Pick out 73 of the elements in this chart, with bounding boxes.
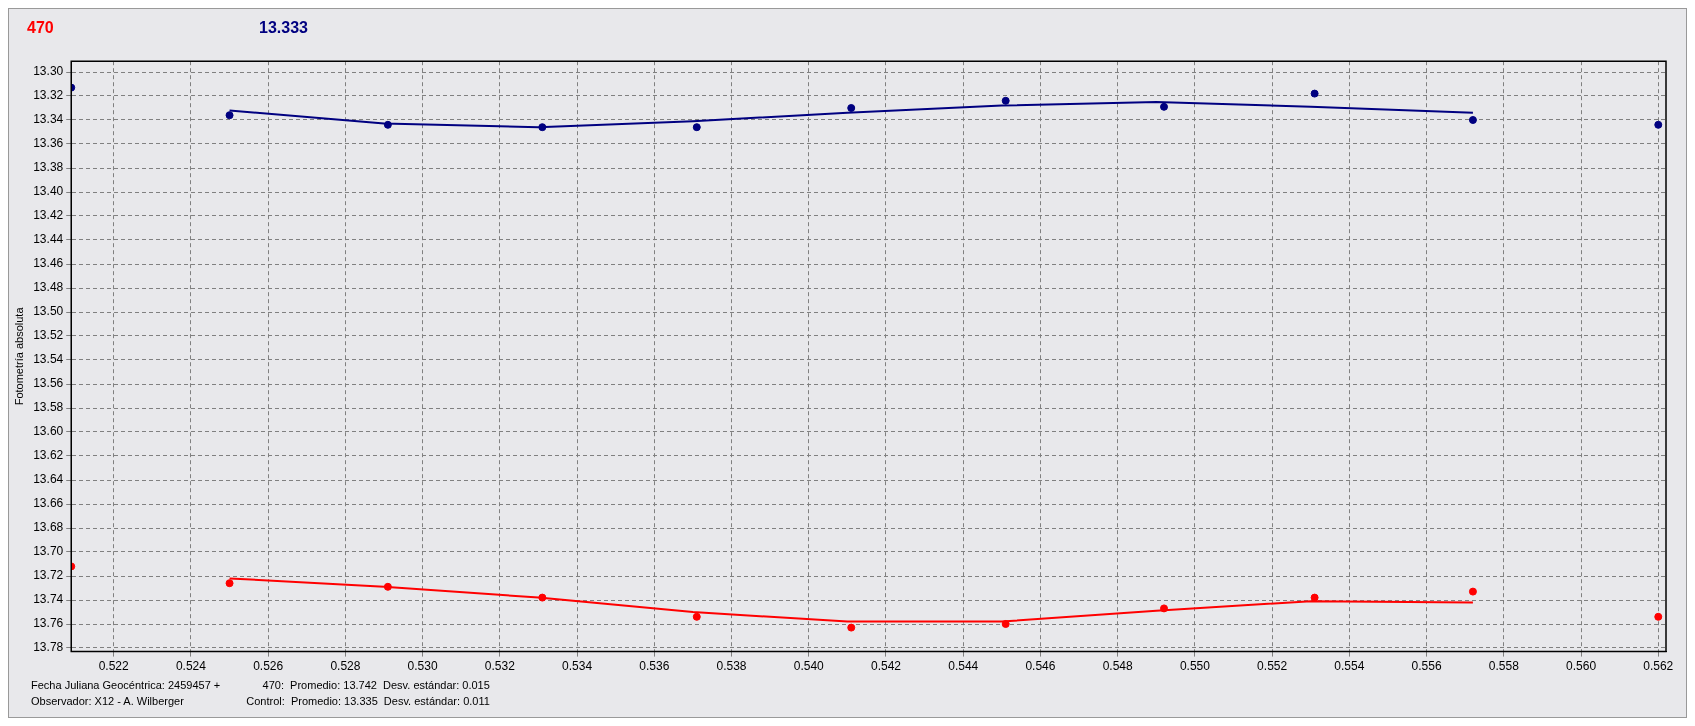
point: [1160, 604, 1169, 613]
y-tick-label: 13.42: [33, 208, 64, 223]
point: [1654, 612, 1663, 621]
point: [538, 593, 547, 602]
x-tick-label: 0.562: [1643, 659, 1674, 674]
y-tick-label: 13.50: [33, 304, 64, 319]
point: [692, 123, 701, 132]
x-tick-label: 0.524: [175, 659, 207, 674]
point: [1654, 120, 1663, 129]
y-tick-label: 13.36: [33, 136, 64, 151]
point: [225, 111, 234, 120]
x-tick-label: 0.548: [1102, 659, 1134, 674]
x-tick-label: 0.528: [330, 659, 361, 674]
text: 13.333: [259, 19, 308, 37]
point: [225, 579, 234, 588]
x-tick-label: 0.544: [948, 659, 979, 674]
text: 470: Promedio: 13.742 Desv. estándar: 0.015: [261, 678, 490, 693]
y-tick-label: 13.74: [33, 592, 64, 607]
text: Fecha Juliana Geocéntrica: 2459457 +: [31, 678, 221, 693]
y-tick-label: 13.52: [33, 328, 64, 343]
x-tick-label: 0.558: [1488, 659, 1520, 674]
y-tick-label: 13.58: [33, 400, 64, 415]
x-tick-label: 0.552: [1257, 659, 1288, 674]
point: [1001, 620, 1010, 628]
x-tick-label: 0.556: [1411, 659, 1442, 674]
x-tick-label: 0.532: [484, 659, 516, 674]
x-tick-label: 0.522: [98, 659, 130, 674]
y-tick-label: 13.72: [33, 568, 64, 583]
y-tick-label: 13.64: [33, 472, 64, 487]
x-tick-label: 0.560: [1566, 659, 1597, 674]
point: [847, 104, 856, 112]
y-tick-label: 13.30: [33, 64, 64, 79]
point: [1310, 593, 1319, 602]
text: Observador: X12 - A. Wilberger: [31, 694, 185, 709]
text: 470: [27, 19, 54, 37]
y-tick-label: 13.70: [33, 544, 64, 559]
y-tick-label: 13.66: [33, 496, 64, 511]
y-tick-label: 13.78: [33, 640, 64, 655]
text: Control: Promedio: 13.335 Desv. estándar: 0.011: [246, 694, 490, 709]
point: [1001, 96, 1010, 105]
y-axis-title: Fotometría absoluta: [12, 306, 25, 406]
x-tick-label: 0.536: [639, 659, 670, 674]
x-tick-label: 0.538: [716, 659, 747, 674]
y-tick-label: 13.32: [33, 88, 64, 103]
y-tick-label: 13.48: [33, 280, 64, 295]
y-tick-label: 13.56: [33, 376, 64, 391]
point: [383, 582, 392, 591]
x-tick-label: 0.526: [253, 659, 284, 674]
point: [1160, 102, 1169, 111]
point: [1468, 587, 1477, 596]
point: [1468, 116, 1477, 124]
point: [692, 612, 701, 621]
point: [847, 623, 856, 632]
y-tick-label: 13.60: [33, 424, 64, 439]
x-tick-label: 0.534: [562, 659, 593, 674]
y-tick-label: 13.40: [33, 184, 64, 199]
x-tick-label: 0.546: [1025, 659, 1056, 674]
x-tick-label: 0.540: [793, 659, 825, 674]
y-tick-label: 13.68: [33, 520, 64, 535]
y-tick-label: 13.34: [33, 112, 64, 127]
y-tick-label: 13.44: [33, 232, 64, 247]
y-tick-label: 13.62: [33, 448, 64, 463]
x-tick-label: 0.550: [1179, 659, 1211, 674]
y-tick-label: 13.46: [33, 256, 64, 271]
y-tick-label: 13.76: [33, 616, 64, 631]
y-tick-label: 13.38: [33, 160, 64, 175]
point: [1310, 89, 1319, 98]
point: [383, 120, 392, 129]
x-tick-label: 0.530: [407, 659, 438, 674]
x-tick-label: 0.542: [870, 659, 902, 674]
point: [538, 123, 547, 132]
y-tick-label: 13.54: [33, 352, 64, 367]
x-tick-label: 0.554: [1334, 659, 1365, 674]
